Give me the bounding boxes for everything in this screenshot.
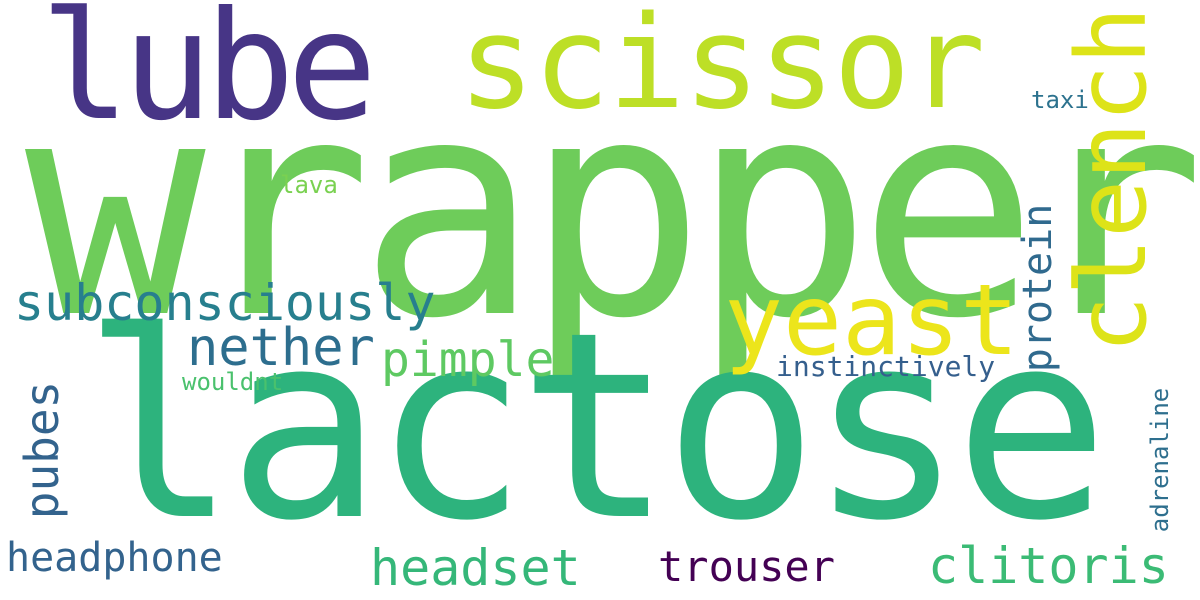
word-scissor: scissor xyxy=(458,0,985,138)
word-lube: lube xyxy=(40,0,377,154)
word-clench: clench xyxy=(1056,6,1168,354)
word-headset: headset xyxy=(370,539,581,597)
word-pimple: pimple xyxy=(381,332,555,388)
word-pubes: pubes xyxy=(15,380,69,520)
word-wouldnt: wouldnt xyxy=(182,368,284,396)
word-lactose: lactose xyxy=(82,277,1109,577)
word-adrenaline: adrenaline xyxy=(1146,387,1174,533)
word-clitoris: clitoris xyxy=(928,537,1169,595)
word-subconsciously: subconsciously xyxy=(14,274,436,332)
word-nether: nether xyxy=(187,318,375,378)
word-wrapper: wrapper xyxy=(25,35,1200,384)
word-protein: protein xyxy=(1015,203,1061,373)
word-taxi: taxi xyxy=(1031,86,1089,114)
word-lava: lava xyxy=(280,171,338,199)
word-trouser: trouser xyxy=(658,542,836,591)
word-yeast: yeast xyxy=(724,264,1020,378)
word-headphone: headphone xyxy=(6,535,223,581)
word-instinctively: instinctively xyxy=(776,350,996,383)
